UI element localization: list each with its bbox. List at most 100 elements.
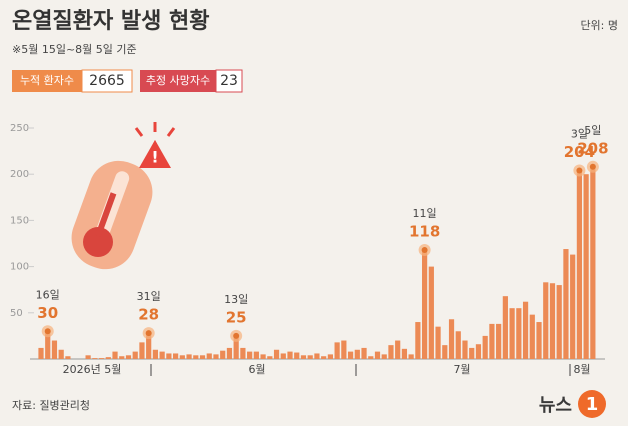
y-tick-label: 250 <box>10 123 29 134</box>
bar <box>462 340 468 359</box>
logo-mark-bg <box>578 390 606 418</box>
y-tick-label: 100 <box>10 262 29 273</box>
highlight-dot <box>421 246 428 253</box>
point-label: 13일 <box>224 292 248 306</box>
highlight-dot <box>145 330 152 337</box>
bar <box>220 350 226 359</box>
bar <box>590 166 596 359</box>
bar <box>125 355 132 359</box>
logo-mark: 1 <box>586 394 599 415</box>
bar <box>482 335 488 359</box>
bar <box>247 351 253 359</box>
highlight-dot <box>589 163 596 170</box>
unit: 단위: 명 <box>580 19 618 32</box>
logo: 뉴스 <box>539 395 572 416</box>
bar <box>186 354 192 359</box>
bar <box>105 357 111 359</box>
bar <box>368 356 374 359</box>
bar <box>522 301 529 359</box>
source: 자료: 질병관리청 <box>12 399 90 412</box>
bar <box>139 342 145 359</box>
bar <box>496 323 502 359</box>
stat-label: 추정 사망자수 <box>146 74 210 87</box>
bar <box>152 349 159 359</box>
value-label: 118 <box>409 222 440 240</box>
bar <box>509 308 515 359</box>
bar <box>119 356 125 359</box>
bar <box>489 323 495 359</box>
stat-value: 2665 <box>89 73 125 89</box>
bar <box>300 355 307 359</box>
bar <box>401 348 408 359</box>
bar <box>536 322 542 359</box>
bar <box>543 282 549 359</box>
bar <box>321 356 327 359</box>
bar <box>173 353 179 359</box>
bar <box>287 351 293 359</box>
bar <box>415 322 421 359</box>
bar <box>388 345 394 359</box>
bar <box>273 349 280 359</box>
bar <box>347 351 354 359</box>
bar <box>395 340 401 359</box>
point-label: 5일 <box>584 123 601 137</box>
bar <box>58 349 64 359</box>
month-label: 7월 <box>453 363 470 376</box>
bar <box>85 355 91 359</box>
bar <box>166 353 172 359</box>
bar <box>260 354 266 359</box>
bar <box>374 351 381 359</box>
bar <box>570 254 576 359</box>
value-label: 30 <box>37 304 58 322</box>
bar <box>516 308 522 359</box>
bar <box>98 358 105 359</box>
bar <box>240 347 246 359</box>
bar <box>354 349 360 359</box>
bar <box>233 335 239 359</box>
bar <box>280 353 286 359</box>
month-label: 6월 <box>248 363 265 376</box>
bar <box>435 326 441 359</box>
bar <box>556 285 562 359</box>
y-tick-label: 150 <box>10 215 29 226</box>
bar <box>583 174 589 359</box>
y-tick-label: 200 <box>10 169 29 180</box>
bar <box>334 342 340 359</box>
bar <box>448 319 455 359</box>
subtitle: ※5월 15일~8월 5일 기준 <box>12 42 137 56</box>
bar <box>159 351 165 359</box>
bar <box>206 353 212 359</box>
bar <box>341 340 347 359</box>
month-label: 8월 <box>573 363 590 376</box>
bar <box>112 351 118 359</box>
bar <box>475 344 482 359</box>
bar <box>267 356 273 359</box>
highlight-dot <box>44 328 51 335</box>
stat-label: 누적 환자수 <box>20 74 74 87</box>
y-tick-label: 50 <box>10 308 23 319</box>
bar <box>314 353 320 359</box>
bar <box>327 354 333 359</box>
value-label: 28 <box>138 306 159 324</box>
bar <box>529 314 535 359</box>
bar <box>361 347 367 359</box>
bar <box>307 355 313 359</box>
bar <box>455 331 461 359</box>
month-label: 2026년 5월 <box>63 363 122 376</box>
bar <box>381 354 387 359</box>
bar <box>146 333 152 359</box>
stat-value: 23 <box>220 73 238 89</box>
point-label: 16일 <box>36 287 60 301</box>
point-label: 11일 <box>413 206 437 220</box>
highlight-dot <box>233 332 240 339</box>
bar <box>38 347 44 359</box>
bar <box>213 354 219 359</box>
bar <box>428 266 434 359</box>
bar <box>132 351 138 359</box>
stat-label-box <box>12 70 82 92</box>
bar <box>576 170 582 359</box>
bar <box>294 352 300 359</box>
stat-value-box <box>81 69 133 93</box>
svg-text:!: ! <box>151 148 158 167</box>
